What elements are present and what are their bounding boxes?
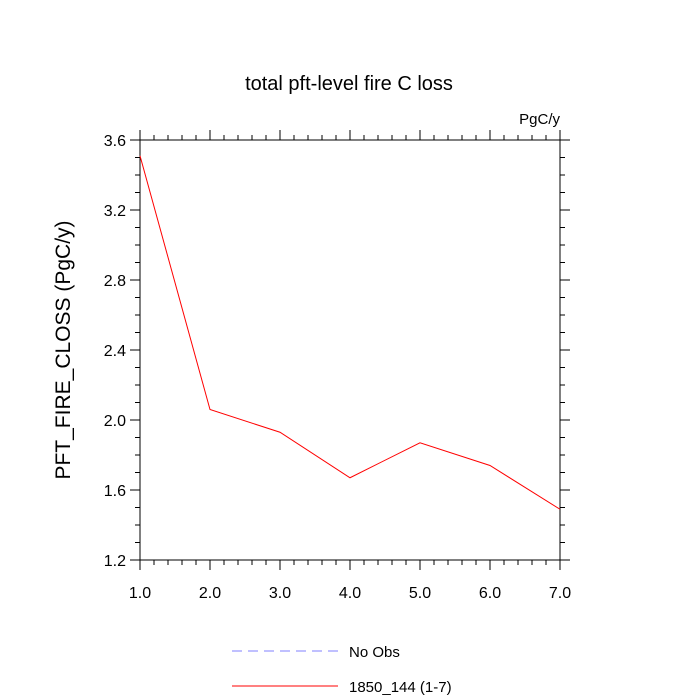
x-tick-label: 5.0 [409, 585, 431, 602]
chart-title: total pft-level fire C loss [245, 73, 453, 95]
x-tick-label: 3.0 [269, 585, 291, 602]
y-tick-label: 3.2 [104, 203, 126, 220]
legend-label-no-obs: No Obs [349, 644, 400, 661]
y-tick-label: 2.0 [104, 413, 126, 430]
axis-ticks [130, 130, 570, 570]
y-tick-label: 2.4 [104, 343, 126, 360]
series-layer [139, 155, 561, 510]
x-tick-label: 2.0 [199, 585, 221, 602]
y-axis-label: PFT_FIRE_CLOSS (PgC/y) [52, 220, 75, 479]
units-label: PgC/y [519, 111, 560, 128]
x-tick-label: 7.0 [549, 585, 571, 602]
y-tick-label: 1.2 [104, 553, 126, 570]
series-line [139, 155, 561, 510]
tick-labels: 1.0 2.0 3.0 4.0 5.0 6.0 7.0 1.2 1.6 2.0 2.4 2.8 3.2 3… [104, 133, 571, 602]
legend: No Obs 1850_144 (1-7) [232, 644, 452, 696]
x-tick-label: 6.0 [479, 585, 501, 602]
legend-label-series: 1850_144 (1-7) [349, 679, 452, 696]
y-tick-label: 3.6 [104, 133, 126, 150]
x-tick-label: 1.0 [129, 585, 151, 602]
y-tick-label: 2.8 [104, 273, 126, 290]
plot-frame [139, 139, 561, 561]
y-tick-label: 1.6 [104, 483, 126, 500]
x-tick-label: 4.0 [339, 585, 361, 602]
